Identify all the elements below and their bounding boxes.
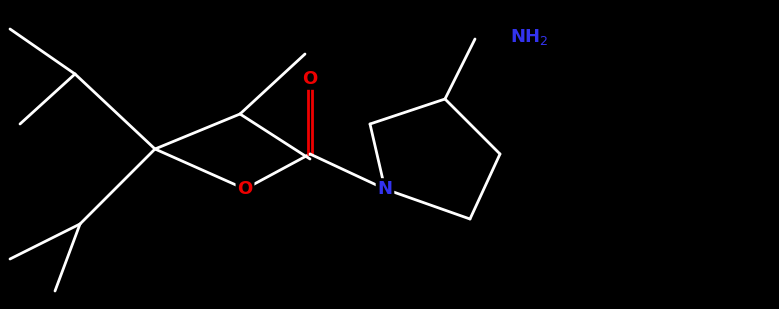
Text: NH$_2$: NH$_2$	[510, 27, 548, 47]
Text: O: O	[302, 70, 318, 88]
Text: O: O	[238, 180, 252, 198]
Text: N: N	[378, 180, 393, 198]
